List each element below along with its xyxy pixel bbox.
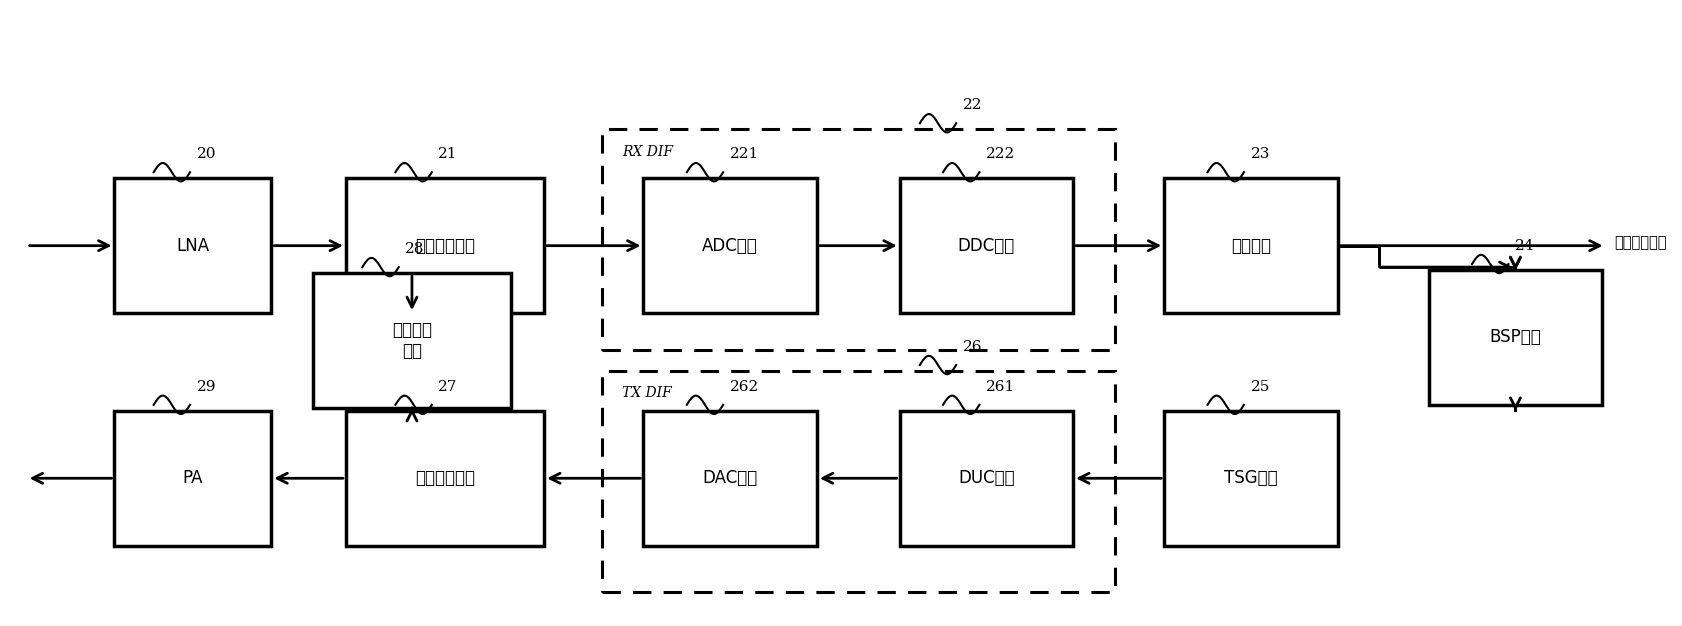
Bar [345, 178, 543, 313]
Text: 上报故障信息: 上报故障信息 [1613, 235, 1665, 250]
Bar [114, 178, 271, 313]
Bar [313, 273, 511, 408]
Text: DDC模块: DDC模块 [957, 237, 1014, 255]
Text: 222: 222 [986, 147, 1014, 162]
Text: BSP模块: BSP模块 [1489, 329, 1541, 346]
Bar [643, 178, 816, 313]
Bar [900, 178, 1073, 313]
Text: 261: 261 [986, 380, 1014, 394]
Text: PA: PA [183, 470, 204, 487]
Text: 25: 25 [1250, 380, 1270, 394]
Text: 22: 22 [962, 98, 982, 112]
Text: 28: 28 [405, 242, 424, 256]
Text: 221: 221 [730, 147, 759, 162]
Bar [900, 411, 1073, 546]
Text: 27: 27 [437, 380, 458, 394]
Bar [345, 411, 543, 546]
Text: DUC模块: DUC模块 [957, 470, 1014, 487]
Bar [643, 411, 816, 546]
Text: 262: 262 [730, 380, 759, 394]
Bar [602, 371, 1113, 592]
Text: TX DIF: TX DIF [622, 386, 671, 401]
Text: 29: 29 [197, 380, 215, 394]
Bar [602, 130, 1113, 350]
Text: 20: 20 [197, 147, 215, 162]
Text: TSG模块: TSG模块 [1223, 470, 1277, 487]
Bar [114, 411, 271, 546]
Bar [1164, 411, 1337, 546]
Text: 告警模块: 告警模块 [1230, 237, 1270, 255]
Text: 开关控制
模块: 开关控制 模块 [392, 321, 432, 360]
Text: 21: 21 [437, 147, 458, 162]
Text: DAC模块: DAC模块 [701, 470, 757, 487]
Text: RX DIF: RX DIF [622, 145, 673, 158]
Text: 23: 23 [1250, 147, 1270, 162]
Text: ADC模块: ADC模块 [701, 237, 757, 255]
Text: 26: 26 [962, 340, 982, 354]
Bar [1164, 178, 1337, 313]
Text: LNA: LNA [177, 237, 209, 255]
Bar [1428, 270, 1601, 405]
Text: 射频接收模块: 射频接收模块 [415, 237, 474, 255]
Text: 射频发射模块: 射频发射模块 [415, 470, 474, 487]
Text: 24: 24 [1514, 239, 1534, 253]
